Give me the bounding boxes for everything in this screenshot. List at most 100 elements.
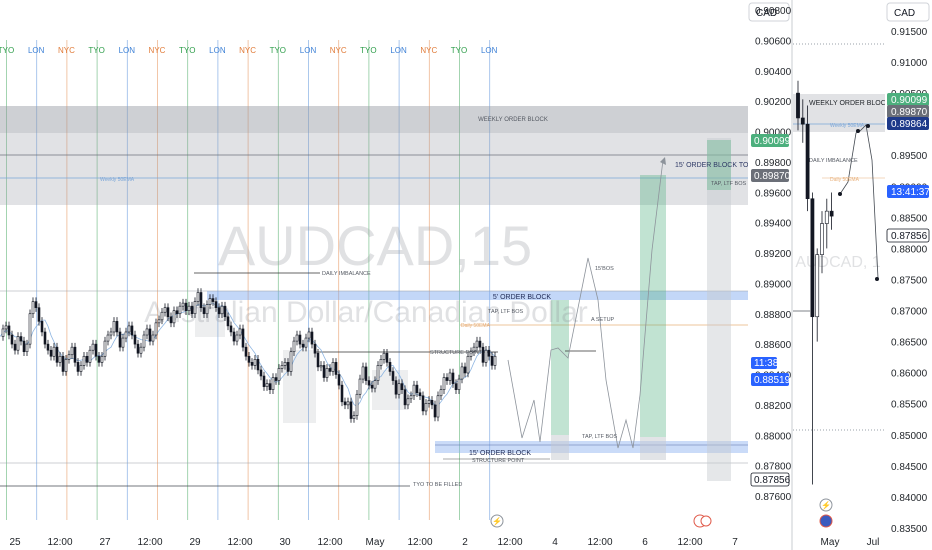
left-chart-pane[interactable]: TYO LON NYC TYO LON NYC TYO LON NYC TYO LON NYC TYO L… xyxy=(0,0,749,528)
right-currency-badge[interactable] xyxy=(886,2,930,22)
right-projection-point-1 xyxy=(838,192,842,196)
structure-point-label-2: STRUCTURE POINT xyxy=(472,458,525,464)
session-label: NYC xyxy=(239,46,256,55)
left-price-axis[interactable]: CAD 0.908000.906000.904000.902000.900000… xyxy=(748,0,792,550)
price-candle xyxy=(376,361,380,385)
price-candle xyxy=(118,327,122,352)
price-candle xyxy=(100,352,104,367)
right-y-tick: 0.84000 xyxy=(891,493,928,504)
session-label: TYO xyxy=(451,46,467,55)
right-price-axis[interactable]: CAD 0.915000.910000.905000.900000.895000… xyxy=(885,0,932,550)
lightning-event-icon[interactable] xyxy=(490,514,504,528)
price-candle xyxy=(217,303,221,319)
price-candle xyxy=(13,339,17,355)
price-candle xyxy=(67,350,71,364)
price-candle xyxy=(463,362,467,378)
price-candle xyxy=(82,352,86,370)
left-x-tick: 27 xyxy=(99,537,111,548)
right-time-tag-blue xyxy=(887,185,929,198)
price-candle xyxy=(169,312,173,328)
session-label: LON xyxy=(390,46,407,55)
left-y-tick: 0.89600 xyxy=(755,188,792,199)
left-y-tick: 0.89000 xyxy=(755,279,792,290)
price-candle xyxy=(16,332,20,355)
fifteen-bos-label: 15'BOS xyxy=(595,266,614,272)
right-flag-icon[interactable] xyxy=(819,514,833,528)
price-candle xyxy=(73,342,77,367)
price-candle xyxy=(301,339,305,352)
price-candle xyxy=(382,348,386,364)
price-candle xyxy=(22,336,26,356)
price-candle xyxy=(85,352,89,367)
price-candle xyxy=(115,317,119,337)
right-y-tick: 0.88000 xyxy=(891,244,928,255)
price-candle xyxy=(70,342,74,360)
right-y-tick: 0.86000 xyxy=(891,369,928,380)
price-candle xyxy=(178,301,182,319)
price-candle xyxy=(454,379,458,394)
session-label: LON xyxy=(119,46,136,55)
price-candle xyxy=(94,339,98,361)
price-candle xyxy=(4,321,8,334)
price-candle xyxy=(472,342,476,356)
projection-arrowhead xyxy=(660,157,666,165)
left-y-tick: 0.88800 xyxy=(755,310,792,321)
price-candle xyxy=(361,362,365,384)
right-y-tick: 0.83500 xyxy=(891,524,928,535)
left-x-tick: 12:00 xyxy=(677,537,702,548)
weekly-50ema-label: Weekly 50EMA xyxy=(100,177,135,183)
price-candle xyxy=(139,342,143,358)
right-time-axis[interactable]: May Jul xyxy=(821,537,880,548)
right-y-tick: 0.87500 xyxy=(891,275,928,286)
right-y-tick: 0.85500 xyxy=(891,400,928,411)
price-candle xyxy=(430,396,434,410)
price-candle xyxy=(196,288,200,306)
price-candle xyxy=(457,374,461,394)
price-candle xyxy=(331,358,335,376)
price-candle xyxy=(442,373,446,394)
price-candle xyxy=(409,391,413,404)
weekly-order-block-label: WEEKLY ORDER BLOCK xyxy=(478,117,548,123)
price-candle xyxy=(421,391,425,416)
right-price-tag-grey xyxy=(887,105,929,118)
price-candle xyxy=(148,324,152,346)
target-green-box-2 xyxy=(640,175,666,437)
price-candle xyxy=(247,352,251,367)
price-candle xyxy=(310,327,314,349)
tap-ltf-bos-top-label: TAP, LTF BOS xyxy=(711,181,746,187)
price-tag-blue xyxy=(751,373,789,386)
price-candle xyxy=(250,358,254,370)
price-tag-green xyxy=(751,134,789,147)
right-lightning-icon[interactable] xyxy=(819,498,833,512)
price-candle xyxy=(91,339,95,355)
price-candle xyxy=(391,367,395,385)
right-y-tick: 0.91000 xyxy=(891,58,928,69)
left-currency-badge[interactable] xyxy=(748,2,790,22)
price-candle xyxy=(154,318,158,340)
price-candle xyxy=(259,365,263,381)
left-x-tick: 12:00 xyxy=(47,537,72,548)
price-candle xyxy=(316,348,320,372)
right-price-tag-navy-text: 0.89864 xyxy=(891,119,928,130)
left-x-tick: 12:00 xyxy=(317,537,342,548)
price-candle xyxy=(190,301,194,319)
price-candle xyxy=(367,376,371,390)
price-candle xyxy=(52,342,56,361)
price-candle xyxy=(343,397,347,410)
price-candle xyxy=(364,362,368,385)
price-candle xyxy=(121,333,125,352)
price-candle xyxy=(232,327,236,346)
session-label: TYO xyxy=(0,46,14,55)
left-y-tick: 0.90200 xyxy=(755,97,792,108)
left-time-axis[interactable]: 25 12:00 27 12:00 29 12:00 30 12:00 May 12:00 2 12:… xyxy=(9,537,738,548)
right-price-tag-white-text: 0.87856 xyxy=(891,231,928,242)
right-chart-pane[interactable]: AUDCAD, 1 WEEKLY ORDER BLOCK Weekly 50EM… xyxy=(793,43,891,528)
price-candle xyxy=(58,352,62,367)
session-label: LON xyxy=(28,46,45,55)
economic-event-icon-2[interactable] xyxy=(700,515,712,527)
price-candle xyxy=(187,301,191,315)
right-x-tick: May xyxy=(821,537,840,548)
right-projection-point-2 xyxy=(856,129,860,133)
price-candle xyxy=(166,303,170,322)
